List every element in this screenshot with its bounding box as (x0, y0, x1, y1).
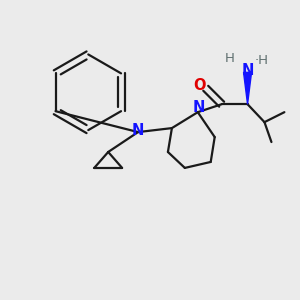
Text: N: N (132, 123, 144, 138)
Text: ·H: ·H (254, 54, 268, 67)
Text: O: O (194, 78, 206, 93)
Text: N: N (193, 100, 205, 115)
Polygon shape (244, 72, 251, 104)
Text: H: H (225, 52, 235, 65)
Text: N: N (242, 63, 254, 78)
